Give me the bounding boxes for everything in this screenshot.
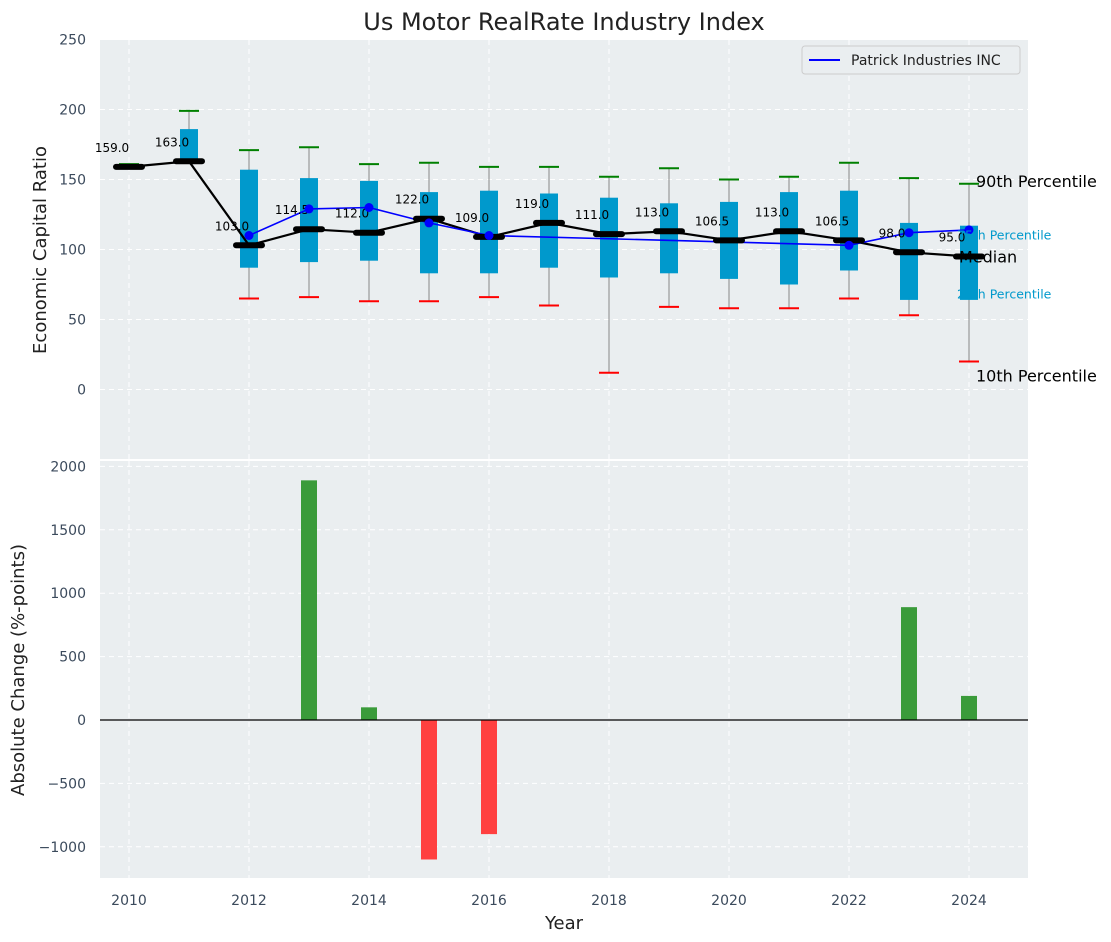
series-line-patrick-industries — [248, 206, 970, 247]
x-tick-label: 2014 — [351, 893, 387, 909]
series-point — [304, 204, 314, 214]
change-bar — [961, 695, 977, 720]
median-value-label: 163.0 — [155, 135, 189, 149]
change-bar — [361, 707, 377, 720]
median-value-label: 114.5 — [275, 203, 309, 217]
top-panel: 0 50 100 150 200 250 159.0 163.0 103.0 114.5 112.0… — [59, 33, 1097, 459]
top-y-tick-label: 50 — [68, 313, 86, 329]
iqr-box — [540, 193, 558, 268]
median-value-label: 111.0 — [575, 208, 609, 222]
legend-entry-label: Patrick Industries INC — [851, 53, 1001, 69]
change-bar — [901, 607, 917, 720]
top-y-tick-label: 150 — [59, 173, 86, 189]
iqr-box — [180, 129, 198, 162]
x-tick-label: 2018 — [591, 893, 627, 909]
top-y-tick-label: 0 — [77, 383, 86, 399]
x-tick-label: 2020 — [711, 893, 747, 909]
top-y-tick-label: 100 — [59, 243, 86, 259]
median-value-label: 109.0 — [455, 211, 489, 225]
p90-annotation: 90th Percentile — [976, 172, 1097, 191]
median-value-label: 119.0 — [515, 197, 549, 211]
chart-title: Us Motor RealRate Industry Index — [363, 8, 765, 36]
iqr-box — [360, 180, 378, 261]
bottom-y-tick-label: 1000 — [50, 586, 86, 602]
bottom-y-tick-label: −1000 — [39, 840, 86, 856]
iqr-box — [420, 192, 438, 274]
iqr-box — [780, 192, 798, 285]
iqr-box — [300, 178, 318, 263]
median-value-label: 106.5 — [695, 214, 729, 228]
bottom-plot-area — [100, 461, 1028, 878]
series-point — [244, 231, 254, 240]
median-value-label: 95.0 — [939, 231, 966, 245]
series-point — [424, 218, 434, 228]
change-bar — [421, 720, 437, 860]
series-point — [364, 203, 374, 212]
iqr-box — [660, 203, 678, 274]
median-value-label: 106.5 — [815, 214, 849, 228]
series-point — [904, 228, 914, 238]
median-value-label: 113.0 — [635, 205, 669, 219]
bottom-y-tick-label: −500 — [48, 776, 86, 792]
bottom-y-tick-label: 1500 — [50, 523, 86, 539]
median-value-label: 103.0 — [215, 219, 249, 233]
iqr-box — [960, 225, 978, 300]
series-point — [964, 225, 974, 235]
p25-annotation: 25th Percentile — [957, 286, 1052, 301]
series-point — [484, 231, 494, 240]
x-tick-label: 2016 — [471, 893, 507, 909]
p75-annotation: 75th Percentile — [957, 228, 1052, 243]
median-value-label: 159.0 — [95, 141, 129, 155]
p10-annotation: 10th Percentile — [976, 367, 1097, 386]
bottom-y-axis-label: Absolute Change (%-points) — [8, 544, 29, 796]
top-y-axis-label: Economic Capital Ratio — [30, 146, 51, 354]
top-y-tick-label: 250 — [59, 33, 86, 49]
x-tick-label: 2024 — [951, 893, 987, 909]
x-tick-label: 2010 — [111, 893, 147, 909]
iqr-box — [900, 222, 918, 300]
x-tick-label: 2012 — [231, 893, 267, 909]
bottom-y-tick-label: 500 — [59, 650, 86, 666]
iqr-box — [840, 190, 858, 271]
change-bar — [301, 480, 317, 720]
bottom-y-tick-label: 0 — [77, 713, 86, 729]
bottom-panel: −1000 −500 0 500 1000 1500 2000 2010 2012 2014 201… — [39, 459, 1028, 909]
median-value-label: 113.0 — [755, 205, 789, 219]
x-axis-label: Year — [544, 913, 584, 934]
series-point — [844, 240, 854, 250]
median-value-label: 122.0 — [395, 193, 429, 207]
change-bar — [481, 720, 497, 835]
bottom-y-tick-label: 2000 — [50, 459, 86, 475]
median-annotation: Median — [959, 248, 1017, 267]
top-y-tick-label: 200 — [59, 103, 86, 119]
legend: Patrick Industries INC — [801, 45, 1021, 75]
median-value-label: 98.0 — [879, 226, 906, 240]
x-tick-label: 2022 — [831, 893, 867, 909]
median-value-label: 112.0 — [335, 207, 369, 221]
iqr-box — [600, 197, 618, 278]
legend-box — [801, 45, 1021, 75]
